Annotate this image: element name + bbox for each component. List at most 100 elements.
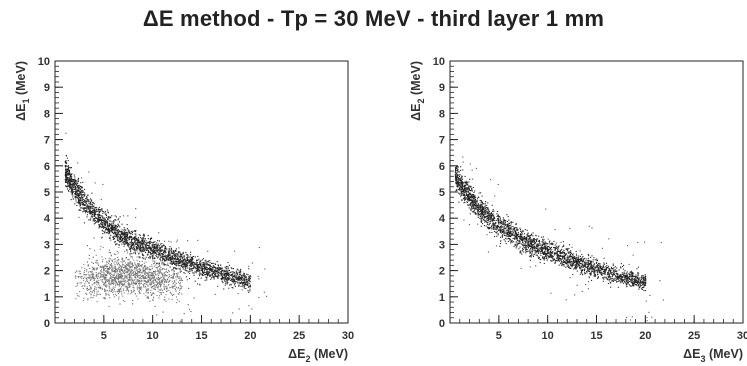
data-point [138, 257, 140, 259]
data-point [182, 257, 184, 259]
data-point [238, 285, 240, 287]
data-point [124, 284, 126, 286]
data-point [130, 240, 132, 242]
data-point [148, 279, 150, 281]
data-point [123, 234, 125, 236]
data-point [110, 272, 112, 274]
data-point [149, 278, 151, 280]
data-point [89, 201, 92, 204]
data-point [77, 295, 79, 297]
data-point [546, 258, 548, 260]
data-point [508, 234, 510, 236]
data-point [193, 266, 195, 268]
data-point [138, 246, 140, 249]
data-point [73, 185, 75, 187]
data-point [147, 238, 149, 240]
data-point [156, 277, 158, 279]
data-point [114, 265, 116, 267]
data-point [472, 198, 474, 200]
data-point [81, 186, 83, 188]
data-point [84, 274, 86, 276]
data-point [241, 275, 243, 277]
data-point [567, 251, 569, 253]
data-point [191, 257, 194, 259]
data-point [563, 265, 565, 267]
data-point [194, 262, 196, 264]
data-point [102, 297, 104, 299]
data-point [69, 185, 71, 187]
data-point [108, 249, 111, 251]
data-point [113, 279, 115, 281]
data-point [517, 231, 519, 233]
data-point [109, 231, 111, 233]
data-point [241, 283, 243, 285]
data-point [161, 249, 163, 251]
data-point [125, 235, 127, 237]
data-point [168, 298, 170, 300]
data-point [467, 199, 469, 201]
data-point [480, 219, 482, 221]
data-point [129, 283, 131, 285]
data-point [548, 246, 550, 248]
data-point [496, 211, 499, 213]
data-point [248, 276, 251, 278]
data-point [96, 221, 98, 223]
data-point [89, 210, 91, 212]
data-point [227, 277, 229, 279]
data-point [165, 259, 167, 261]
data-point [173, 282, 175, 284]
data-point [168, 276, 170, 279]
data-point [165, 248, 167, 250]
data-point [120, 281, 122, 283]
data-point [79, 202, 81, 204]
data-point [196, 264, 198, 266]
data-point [133, 274, 135, 277]
data-point [141, 280, 143, 282]
data-point [115, 228, 117, 230]
data-point [83, 195, 85, 197]
data-point [557, 260, 559, 262]
data-point [147, 247, 149, 250]
data-point [185, 266, 187, 268]
data-point [191, 270, 193, 272]
data-point [198, 258, 200, 260]
data-point [127, 264, 129, 267]
data-point [89, 279, 92, 281]
data-point [108, 286, 110, 288]
data-point [230, 271, 232, 273]
data-point [144, 273, 146, 276]
data-point [606, 277, 608, 279]
data-point [182, 251, 184, 253]
data-point [77, 197, 79, 199]
data-point [147, 267, 149, 269]
data-point [105, 222, 107, 224]
data-point [218, 272, 221, 274]
data-point [170, 252, 172, 254]
data-point [175, 264, 177, 266]
data-point [150, 287, 153, 289]
data-point [201, 266, 203, 268]
data-point [179, 269, 181, 271]
data-point [75, 186, 77, 188]
data-point [132, 281, 135, 283]
data-point [99, 277, 101, 279]
data-point [168, 281, 170, 283]
data-point [136, 238, 138, 240]
data-point [154, 252, 156, 254]
data-point [158, 256, 160, 258]
data-point [99, 272, 101, 274]
data-point [498, 222, 500, 224]
data-point [88, 258, 90, 260]
data-point [616, 267, 618, 269]
data-point [130, 262, 132, 264]
data-point [76, 190, 78, 192]
data-point [240, 277, 242, 279]
data-point [107, 265, 109, 267]
data-point [176, 275, 179, 277]
data-point [145, 251, 147, 253]
data-point [149, 300, 151, 302]
data-point [100, 219, 102, 221]
data-point [163, 268, 165, 270]
data-point [127, 237, 129, 239]
data-point [159, 283, 161, 286]
